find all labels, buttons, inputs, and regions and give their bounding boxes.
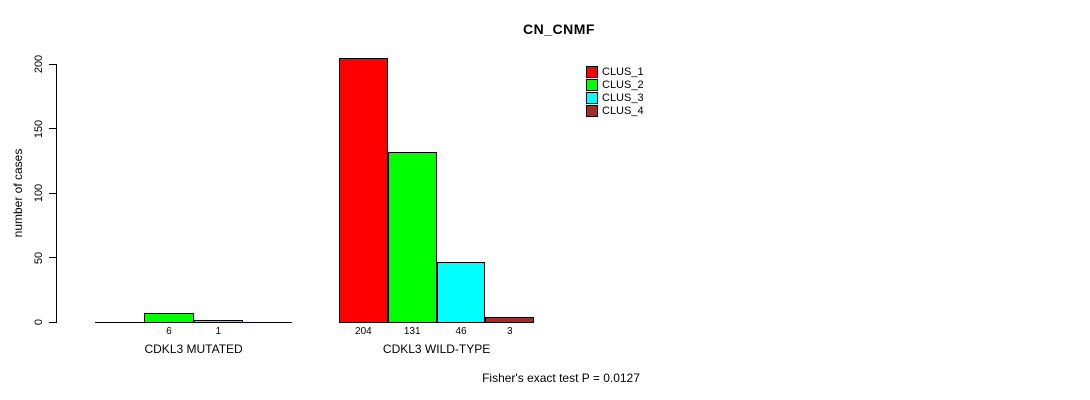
bar-clus_2 — [144, 313, 194, 323]
y-tick-mark — [49, 257, 56, 258]
legend-item: CLUS_4 — [586, 105, 644, 117]
bar-clus_1 — [339, 58, 388, 323]
y-tick-label: 50 — [33, 251, 45, 264]
legend: CLUS_1 CLUS_2 CLUS_3 CLUS_4 — [586, 66, 644, 118]
legend-swatch-clus_4 — [586, 105, 598, 117]
legend-label: CLUS_3 — [602, 92, 644, 104]
chart-title: CN_CNMF — [523, 21, 595, 37]
bar-value-label: 131 — [403, 326, 421, 337]
bar-value-label: 6 — [166, 326, 172, 337]
bar-zero-clus_1 — [95, 322, 145, 323]
y-axis-label: number of cases — [11, 148, 25, 238]
legend-label: CLUS_2 — [602, 79, 644, 91]
y-tick-label: 0 — [33, 318, 45, 326]
legend-swatch-clus_1 — [586, 66, 598, 78]
y-tick-label: 100 — [33, 183, 45, 203]
legend-swatch-clus_2 — [586, 79, 598, 91]
legend-item: CLUS_1 — [586, 66, 644, 78]
legend-label: CLUS_4 — [602, 105, 644, 117]
y-tick-label: 150 — [33, 119, 45, 138]
bar-clus_3 — [193, 320, 243, 323]
pvalue-annotation: Fisher's exact test P = 0.0127 — [482, 371, 640, 385]
y-tick-mark — [49, 192, 56, 194]
bar-value-label: 46 — [455, 326, 467, 337]
category-label: CDKL3 MUTATED — [144, 342, 243, 356]
legend-item: CLUS_2 — [586, 79, 644, 91]
y-tick-label: 200 — [33, 54, 45, 74]
category-label: CDKL3 WILD-TYPE — [382, 342, 491, 356]
legend-swatch-clus_3 — [586, 92, 598, 104]
bar-clus_3 — [436, 262, 486, 323]
y-tick-mark — [49, 321, 56, 323]
bar-zero-clus_4 — [242, 322, 293, 323]
bar-value-label: 3 — [507, 326, 513, 337]
y-tick-mark — [49, 63, 56, 65]
y-axis-line — [56, 64, 57, 323]
bar-value-label: 204 — [355, 326, 372, 337]
y-tick-mark — [49, 128, 56, 129]
bar-value-label: 1 — [215, 326, 222, 337]
bar-clus_4 — [485, 317, 535, 323]
legend-label: CLUS_1 — [602, 66, 644, 78]
legend-item: CLUS_3 — [586, 92, 644, 104]
bar-clus_2 — [387, 152, 437, 323]
